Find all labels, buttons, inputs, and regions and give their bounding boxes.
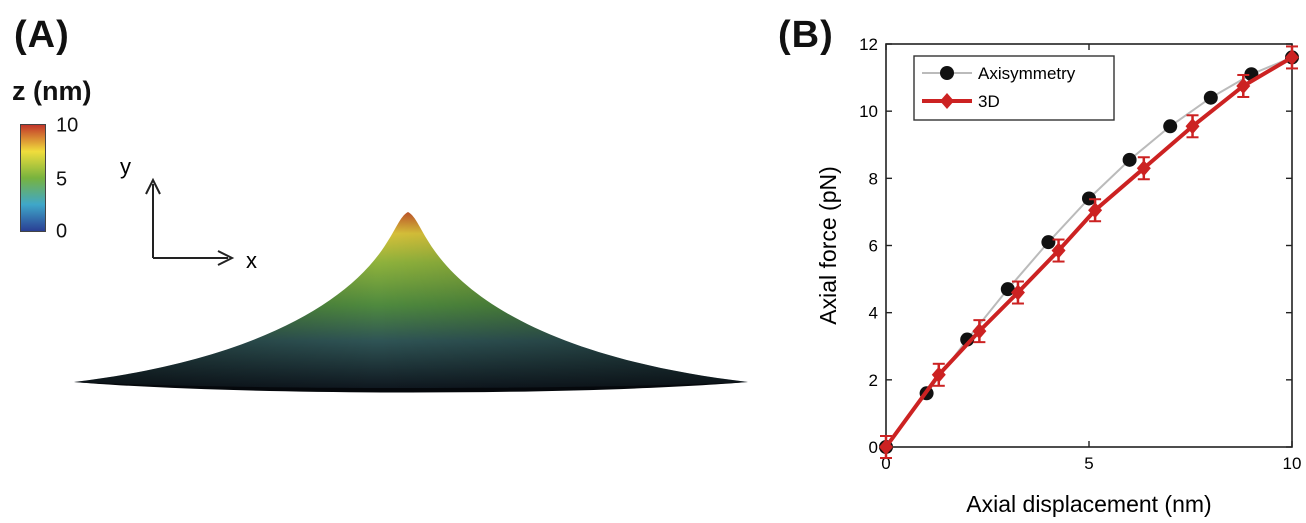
- y-tick-label: 4: [869, 304, 878, 323]
- x-axis-label: x: [246, 248, 257, 273]
- data-point-3d: [1051, 242, 1066, 259]
- colorbar-tick-max: 10: [56, 114, 79, 137]
- data-point-axisymmetry: [1082, 191, 1096, 206]
- y-tick-label: 12: [859, 35, 878, 54]
- y-tick-label: 10: [859, 102, 878, 121]
- y-tick-label: 2: [869, 371, 878, 390]
- data-point-axisymmetry: [1122, 152, 1137, 167]
- data-point-3d: [1088, 202, 1103, 219]
- legend-marker-3d: [940, 93, 954, 109]
- x-axis-title: Axial displacement (nm): [966, 491, 1211, 517]
- panel-a-label: (A): [14, 14, 70, 56]
- colorbar-tick-min: 0: [56, 220, 68, 243]
- data-point-3d: [1136, 160, 1151, 177]
- xy-axis-arrows: y x: [120, 154, 257, 273]
- colorbar-title: z (nm): [12, 76, 92, 106]
- y-tick-label: 6: [869, 237, 878, 256]
- data-point-3d: [879, 439, 893, 455]
- y-tick-label: 0: [869, 438, 878, 457]
- data-point-3d: [1285, 49, 1299, 66]
- data-point-3d: [931, 366, 946, 383]
- data-point-axisymmetry: [1041, 235, 1056, 250]
- x-tick-label: 5: [1084, 454, 1093, 473]
- x-tick-label: 0: [881, 454, 890, 473]
- legend-marker-axisymmetry: [940, 66, 954, 80]
- membrane-surface: [74, 212, 748, 393]
- data-point-3d: [1010, 284, 1025, 301]
- data-point-3d: [972, 323, 987, 340]
- colorbar-tick-mid: 5: [56, 168, 68, 191]
- colorbar: [20, 124, 46, 232]
- panel-b-label: (B): [778, 14, 834, 56]
- data-point-3d: [1185, 118, 1200, 135]
- y-axis-title: Axial force (pN): [815, 166, 841, 324]
- data-point-axisymmetry: [1163, 119, 1178, 134]
- data-point-axisymmetry: [1203, 90, 1218, 105]
- y-tick-label: 8: [869, 169, 878, 188]
- legend-label: 3D: [978, 92, 1000, 111]
- x-tick-label: 10: [1283, 454, 1302, 473]
- data-point-3d: [1236, 77, 1251, 94]
- series-line-3d: [884, 55, 1294, 449]
- legend-label: Axisymmetry: [978, 64, 1076, 83]
- y-axis-label: y: [120, 154, 131, 179]
